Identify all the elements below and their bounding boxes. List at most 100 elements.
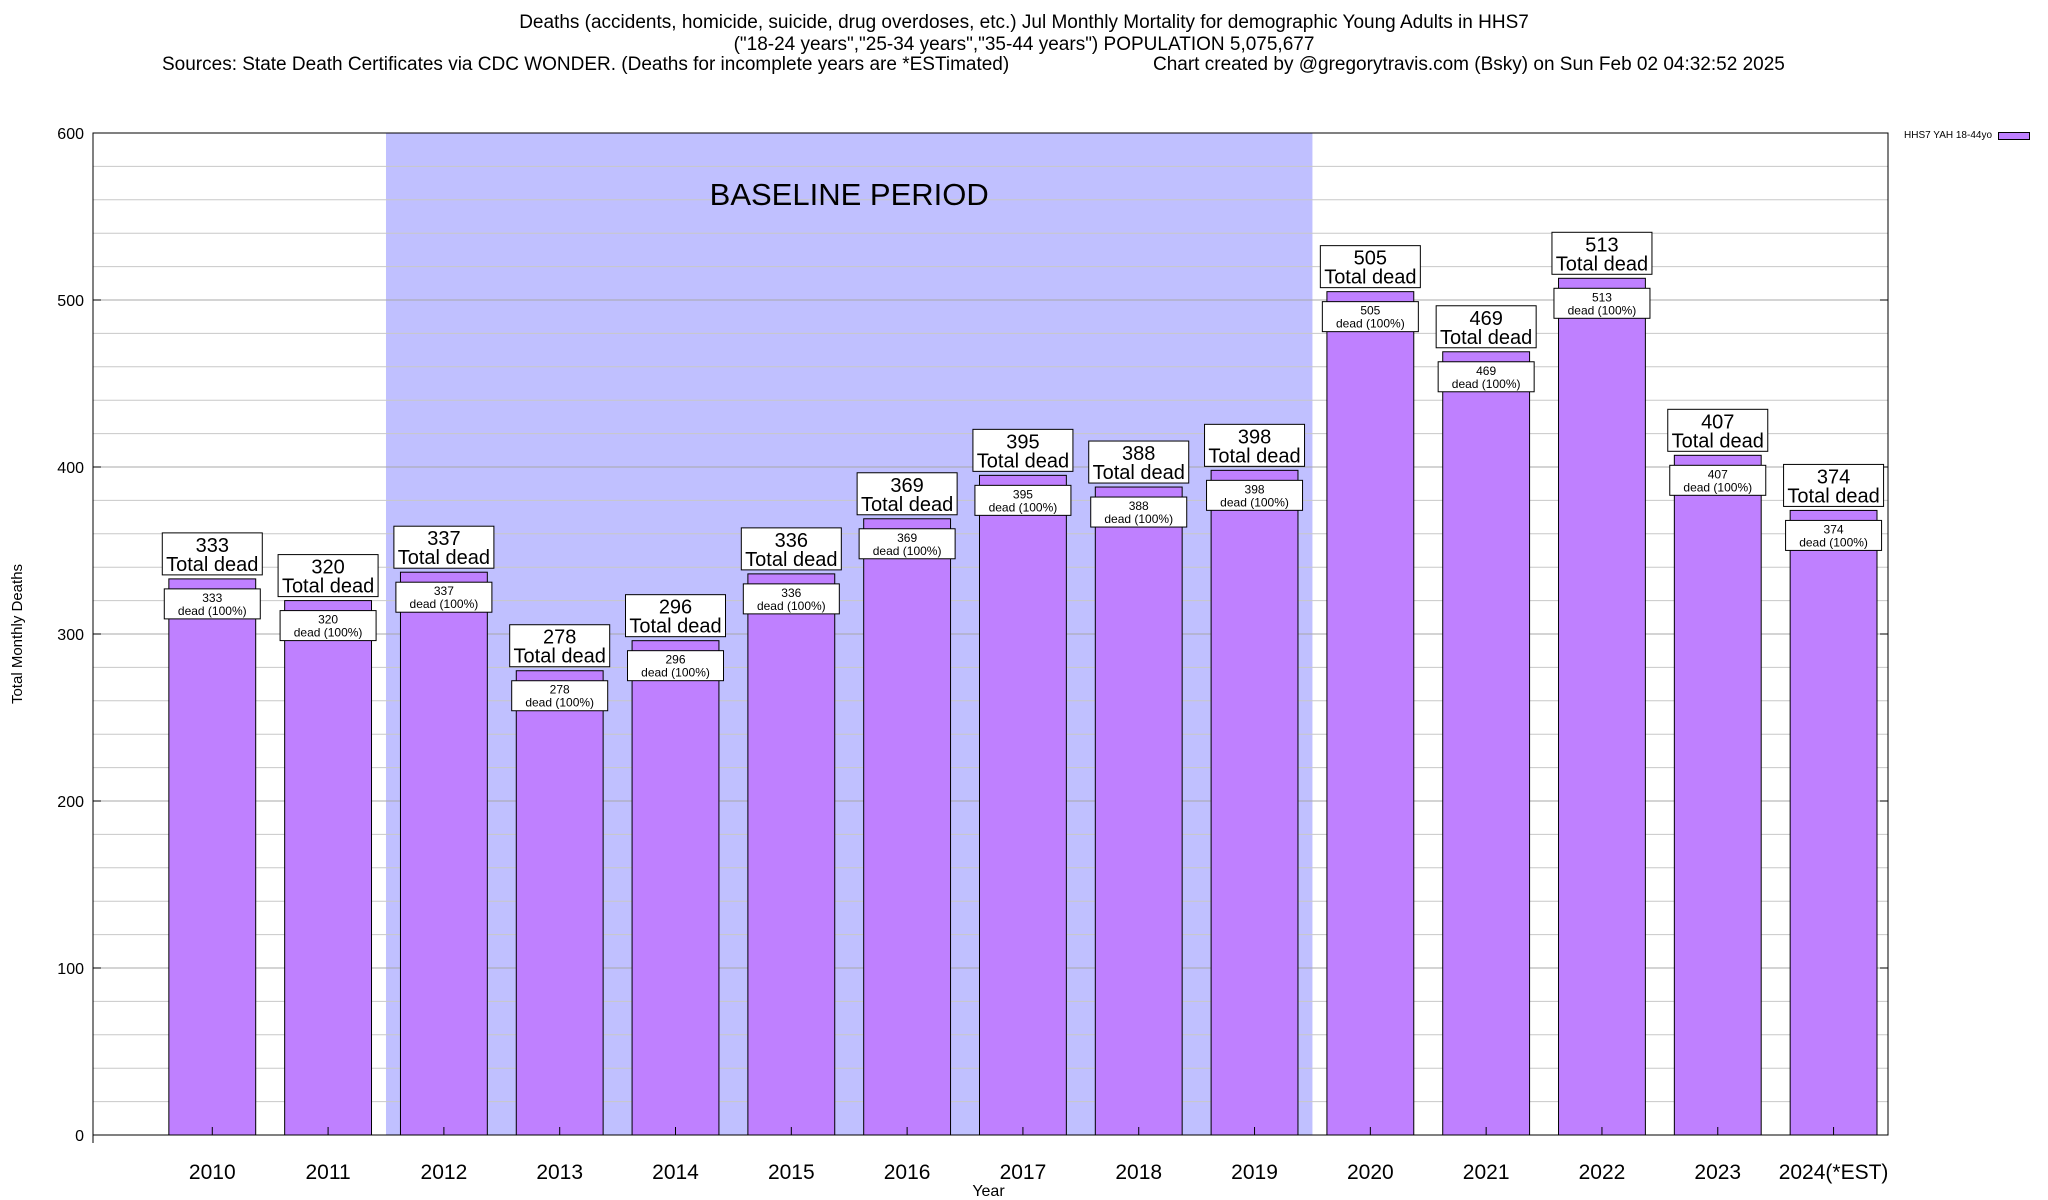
y-tick-label: 200: [57, 794, 84, 811]
inner-label-text: dead (100%): [1452, 377, 1521, 391]
total-label-text: Total dead: [514, 646, 606, 668]
total-label-text: Total dead: [1093, 462, 1185, 484]
inner-label-box: [163, 588, 261, 620]
y-axis-label: Total Monthly Deaths: [9, 564, 26, 704]
baseline-label: BASELINE PERIOD: [710, 177, 989, 212]
bar-2014: [631, 640, 720, 1136]
inner-label-box: [1553, 287, 1651, 319]
total-label-text: Total dead: [629, 616, 721, 638]
inner-label-box: [395, 581, 493, 613]
inner-label-value: 407: [1708, 467, 1728, 481]
y-tick-label: 400: [57, 460, 84, 477]
total-label-text: Total dead: [1324, 267, 1416, 289]
inner-label-text: dead (100%): [1104, 512, 1173, 526]
inner-label-text: dead (100%): [1568, 303, 1637, 317]
x-tick-label: 2021: [1463, 1161, 1510, 1184]
legend: HHS7 YAH 18-44yo: [1904, 130, 2031, 141]
x-tick-label: 2022: [1579, 1161, 1626, 1184]
inner-label-box: [1206, 479, 1304, 511]
inner-label-text: dead (100%): [294, 626, 363, 640]
x-tick-label: 2019: [1231, 1161, 1278, 1184]
inner-label-text: dead (100%): [1336, 317, 1405, 331]
total-label-box: [1435, 305, 1537, 349]
bar-2010: [168, 578, 257, 1136]
inner-label-value: 369: [897, 531, 917, 545]
inner-label-value: 513: [1592, 290, 1612, 304]
total-label-text: Total dead: [861, 494, 953, 516]
inner-label-text: dead (100%): [989, 500, 1058, 514]
inner-label-value: 333: [202, 591, 222, 605]
bar-2024(*EST): [1789, 509, 1878, 1136]
total-label-box: [740, 527, 842, 571]
total-label-box: [1551, 231, 1653, 275]
inner-label-text: dead (100%): [1683, 480, 1752, 494]
total-label-value: 333: [196, 535, 229, 557]
inner-label-text: dead (100%): [641, 666, 710, 680]
bar-2012: [399, 571, 488, 1136]
title-line-2: ("18-24 years","25-34 years","35-44 year…: [733, 34, 1315, 55]
total-label-text: Total dead: [745, 549, 837, 571]
total-label-value: 505: [1354, 248, 1387, 270]
bar-2011: [284, 600, 373, 1136]
inner-label-box: [1437, 361, 1535, 393]
total-label-box: [393, 525, 495, 569]
inner-label-text: dead (100%): [1799, 535, 1868, 549]
total-label-value: 388: [1122, 443, 1155, 465]
x-tick-label: 2023: [1694, 1161, 1741, 1184]
total-label-text: Total dead: [282, 576, 374, 598]
bar-2023: [1673, 454, 1762, 1136]
inner-label-box: [1669, 464, 1767, 496]
inner-label-value: 337: [434, 584, 454, 598]
inner-label-box: [1321, 301, 1419, 333]
total-label-text: Total dead: [1208, 445, 1300, 467]
x-tick-label: 2024(*EST): [1779, 1161, 1889, 1184]
y-tick-label: 100: [57, 961, 84, 978]
y-tick-label: 500: [57, 293, 84, 310]
inner-label-box: [279, 610, 377, 642]
inner-label-text: dead (100%): [410, 597, 479, 611]
x-tick-label: 2013: [536, 1161, 583, 1184]
bar-2018: [1094, 486, 1183, 1136]
total-label-box: [1783, 463, 1885, 507]
total-label-value: 395: [1006, 431, 1039, 453]
x-tick-label: 2017: [1000, 1161, 1047, 1184]
total-label-value: 374: [1817, 466, 1850, 488]
total-label-value: 398: [1238, 426, 1271, 448]
x-tick-label: 2018: [1115, 1161, 1162, 1184]
x-tick-label: 2012: [421, 1161, 468, 1184]
total-label-text: Total dead: [1787, 485, 1879, 507]
total-label-text: Total dead: [977, 450, 1069, 472]
inner-label-value: 320: [318, 613, 338, 627]
total-label-text: Total dead: [398, 547, 490, 569]
inner-label-value: 278: [550, 683, 570, 697]
total-label-box: [1667, 408, 1769, 452]
x-tick-label: 2016: [884, 1161, 931, 1184]
total-label-box: [972, 428, 1074, 472]
total-label-box: [277, 554, 379, 598]
inner-label-text: dead (100%): [525, 696, 594, 710]
total-label-box: [856, 472, 958, 516]
total-label-box: [1319, 245, 1421, 289]
inner-label-box: [1785, 519, 1883, 551]
total-label-box: [1204, 423, 1306, 467]
total-label-value: 513: [1585, 234, 1618, 256]
total-label-value: 336: [775, 530, 808, 552]
inner-label-text: dead (100%): [873, 544, 942, 558]
bar-2015: [747, 573, 836, 1136]
title-line-1: Deaths (accidents, homicide, suicide, dr…: [519, 12, 1529, 33]
y-tick-label: 300: [57, 627, 84, 644]
total-label-box: [1088, 440, 1190, 484]
bar-2020: [1326, 291, 1415, 1136]
inner-label-box: [1090, 496, 1188, 528]
y-tick-label: 600: [57, 126, 84, 143]
total-label-value: 407: [1701, 411, 1734, 433]
inner-label-box: [511, 680, 609, 712]
inner-label-value: 296: [665, 653, 685, 667]
y-tick-label: 0: [75, 1128, 84, 1145]
total-label-text: Total dead: [1556, 253, 1648, 275]
bar-2016: [863, 518, 952, 1136]
total-label-box: [161, 532, 263, 576]
inner-label-value: 388: [1129, 499, 1149, 513]
bar-2013: [515, 670, 604, 1136]
total-label-value: 278: [543, 627, 576, 649]
